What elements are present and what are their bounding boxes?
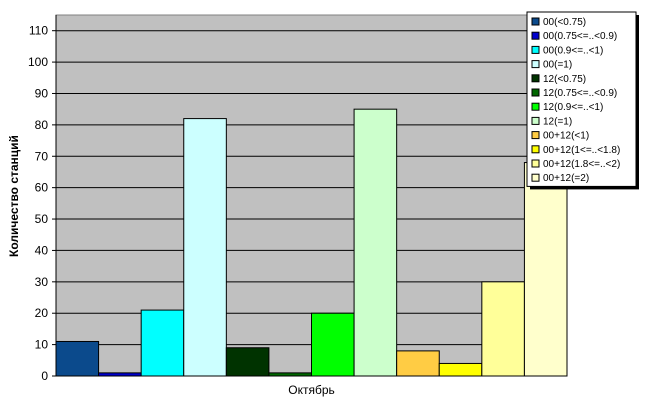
bar: [353, 108, 398, 377]
legend-label: 00(0.75<=..<0.9): [543, 31, 617, 42]
legend-label: 12(0.75<=..<0.9): [543, 88, 617, 99]
y-tick-label: 0: [41, 369, 48, 383]
legend-label: 12(=1): [543, 116, 572, 127]
legend-swatch: [531, 159, 540, 168]
legend-swatch: [531, 173, 540, 182]
legend-swatch: [531, 45, 540, 54]
bar: [183, 118, 227, 377]
legend-label: 00+12(1.8<=..<2): [543, 159, 620, 170]
bar: [311, 312, 355, 377]
x-tick-label: Октябрь: [288, 383, 335, 397]
legend-label: 12(0.9<=..<1): [543, 102, 603, 113]
legend-label: 00+12(<1): [543, 131, 589, 142]
bar: [481, 281, 525, 377]
y-tick-label: 100: [28, 55, 48, 69]
bar: [523, 162, 568, 377]
bar: [140, 309, 185, 377]
legend-swatch: [531, 31, 540, 40]
legend-swatch: [531, 116, 540, 125]
legend-swatch: [531, 60, 540, 69]
bar: [55, 340, 100, 377]
y-tick-label: 110: [29, 24, 48, 38]
legend-label: 00(=1): [543, 60, 572, 71]
bar: [438, 362, 483, 377]
y-tick-label: 70: [35, 149, 49, 163]
legend-label: 00+12(=2): [543, 173, 589, 184]
legend-swatch: [531, 145, 540, 154]
legend-swatch: [531, 131, 540, 140]
y-tick-label: 50: [35, 212, 49, 226]
y-tick-label: 60: [35, 181, 49, 195]
legend-swatch: [531, 74, 540, 83]
legend-swatch: [531, 102, 540, 111]
y-tick-label: 30: [35, 275, 49, 289]
legend-swatch: [531, 17, 540, 26]
bar: [396, 350, 440, 377]
legend-label: 12(<0.75): [543, 74, 586, 85]
legend-swatch: [531, 88, 540, 97]
legend: 00(<0.75) 00(0.75<=..<0.9) 00(0.9<=..<1) 00…: [526, 11, 639, 190]
bar: [225, 347, 270, 377]
y-tick-label: 20: [35, 306, 49, 320]
legend-box: [526, 11, 637, 187]
y-tick-label: 10: [35, 338, 49, 352]
y-axis-label: Количество станций: [7, 135, 21, 257]
y-tick-label: 90: [35, 86, 49, 100]
legend-label: 00+12(1<=..<1.8): [543, 145, 620, 156]
legend-label: 00(0.9<=..<1): [543, 45, 603, 56]
y-tick-label: 40: [35, 243, 49, 257]
legend-label: 00(<0.75): [543, 17, 586, 28]
y-tick-label: 80: [35, 118, 49, 132]
